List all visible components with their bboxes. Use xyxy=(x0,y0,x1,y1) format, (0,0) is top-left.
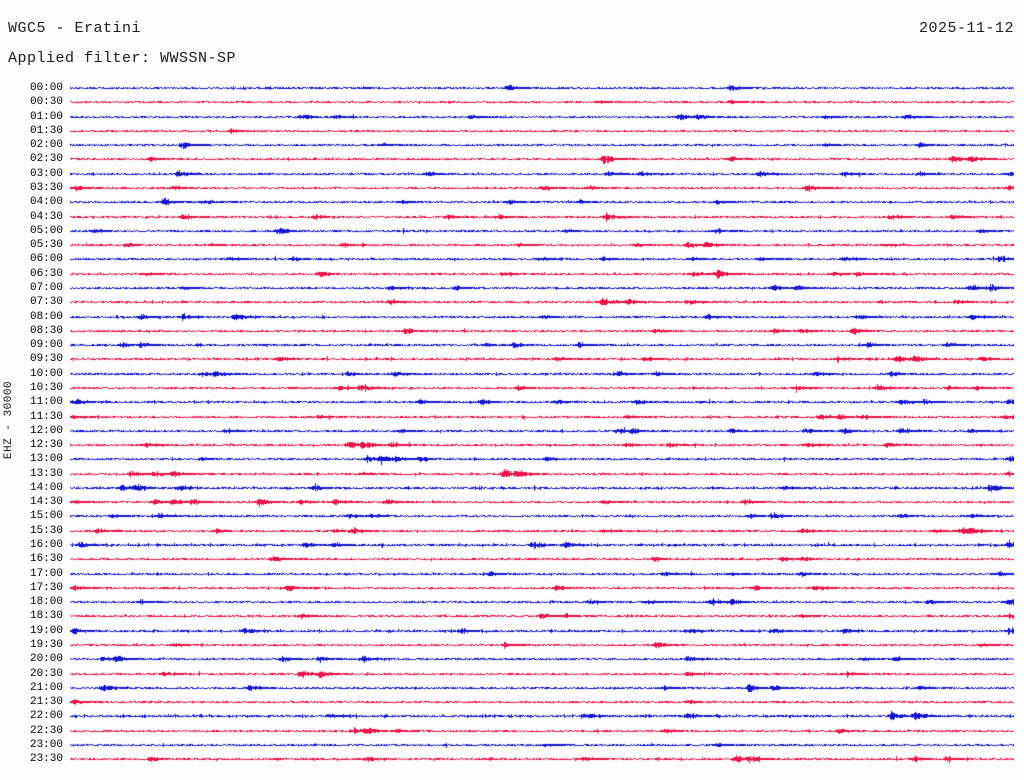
row-time-label: 17:00 xyxy=(29,567,63,580)
row-time-label: 02:00 xyxy=(29,139,63,152)
plot-date: 2025-11-12 xyxy=(918,20,1014,37)
row-time-label: 19:00 xyxy=(29,624,63,637)
y-axis-channel-scale-label: EHZ - 30000 xyxy=(3,380,15,460)
row-time-label: 23:00 xyxy=(29,739,63,752)
row-time-label: 02:30 xyxy=(29,153,63,166)
row-time-label: 14:30 xyxy=(29,496,63,509)
row-time-label: 17:30 xyxy=(29,581,63,594)
row-time-label: 10:30 xyxy=(29,381,63,394)
row-time-label: 12:30 xyxy=(29,439,63,452)
row-time-label: 22:00 xyxy=(29,710,63,723)
row-time-label: 08:30 xyxy=(29,324,63,337)
row-time-label: 21:00 xyxy=(29,681,63,694)
row-time-label: 18:00 xyxy=(29,596,63,609)
row-time-label: 15:00 xyxy=(29,510,63,523)
applied-filter-label: Applied filter: WWSSN-SP xyxy=(8,50,237,67)
row-time-label: 20:00 xyxy=(29,653,63,666)
row-time-label: 14:00 xyxy=(29,481,63,494)
row-time-label: 03:30 xyxy=(29,181,63,194)
row-time-label: 16:00 xyxy=(29,539,63,552)
row-time-label: 22:30 xyxy=(29,724,63,737)
row-time-label: 16:30 xyxy=(29,553,63,566)
row-time-label: 01:00 xyxy=(29,110,63,123)
row-time-label: 11:00 xyxy=(29,396,63,409)
seismogram-trace-canvas xyxy=(70,81,1014,771)
row-time-label: 23:30 xyxy=(29,753,63,766)
row-time-label: 00:00 xyxy=(29,82,63,94)
row-time-label: 04:00 xyxy=(29,196,63,209)
row-time-label: 12:00 xyxy=(29,424,63,437)
row-time-label: 07:00 xyxy=(29,281,63,294)
row-time-label: 07:30 xyxy=(29,296,63,309)
row-time-label: 00:30 xyxy=(29,96,63,109)
row-time-label: 11:30 xyxy=(29,410,63,423)
row-time-label: 13:00 xyxy=(29,453,63,466)
row-time-label: 19:30 xyxy=(29,639,63,652)
row-time-label: 09:30 xyxy=(29,353,63,366)
row-time-label: 06:30 xyxy=(29,267,63,280)
row-time-label: 05:30 xyxy=(29,239,63,252)
station-title: WGC5 - Eratini xyxy=(8,20,142,37)
row-time-label: 10:00 xyxy=(29,367,63,380)
row-time-label: 01:30 xyxy=(29,124,63,137)
row-time-label: 04:30 xyxy=(29,210,63,223)
row-time-label: 18:30 xyxy=(29,610,63,623)
row-time-label: 13:30 xyxy=(29,467,63,480)
row-time-label: 05:00 xyxy=(29,224,63,237)
row-time-label: 06:00 xyxy=(29,253,63,266)
row-time-label: 08:00 xyxy=(29,310,63,323)
row-time-label: 03:00 xyxy=(29,167,63,180)
row-time-label: 15:30 xyxy=(29,524,63,537)
row-time-label: 09:00 xyxy=(29,339,63,352)
row-time-label: 21:30 xyxy=(29,696,63,709)
row-time-label: 20:30 xyxy=(29,667,63,680)
